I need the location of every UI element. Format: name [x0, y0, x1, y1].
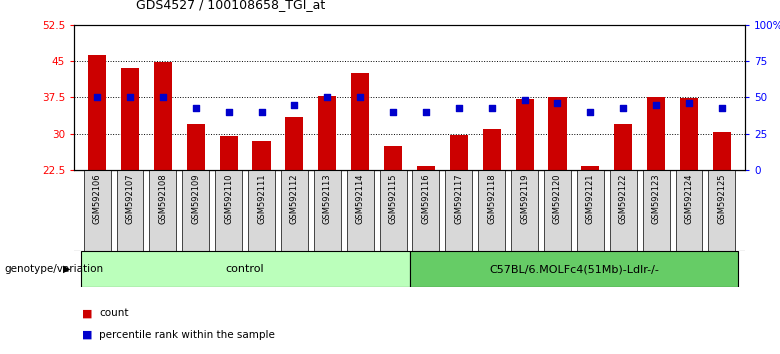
Bar — [248, 170, 275, 251]
Bar — [80, 251, 410, 287]
Bar — [643, 170, 669, 251]
Bar — [544, 170, 571, 251]
Bar — [713, 132, 731, 170]
Point — [222, 109, 235, 115]
Text: GSM592121: GSM592121 — [586, 173, 595, 224]
Text: GSM592107: GSM592107 — [126, 173, 134, 224]
Point — [519, 97, 531, 103]
Bar — [83, 170, 111, 251]
Bar — [483, 129, 501, 170]
Point — [551, 100, 564, 106]
Text: ■: ■ — [82, 330, 92, 339]
Text: GSM592111: GSM592111 — [257, 173, 266, 224]
Text: ■: ■ — [82, 308, 92, 318]
Point — [157, 95, 169, 100]
Text: GSM592120: GSM592120 — [553, 173, 562, 224]
Point — [124, 95, 136, 100]
Bar — [445, 170, 473, 251]
Bar — [511, 170, 538, 251]
Point — [321, 95, 334, 100]
Text: count: count — [99, 308, 129, 318]
Bar — [88, 55, 106, 170]
Bar — [351, 73, 369, 170]
Bar — [577, 170, 604, 251]
Bar — [610, 170, 636, 251]
Bar — [548, 97, 566, 170]
Bar — [380, 170, 406, 251]
Text: GSM592113: GSM592113 — [323, 173, 331, 224]
Text: GSM592125: GSM592125 — [718, 173, 726, 224]
Point — [617, 105, 629, 110]
Point — [190, 105, 202, 110]
Point — [387, 109, 399, 115]
Text: control: control — [225, 264, 264, 274]
Bar — [478, 170, 505, 251]
Text: GSM592109: GSM592109 — [191, 173, 200, 224]
Bar — [647, 97, 665, 170]
Point — [485, 105, 498, 110]
Bar — [186, 124, 205, 170]
Bar — [384, 146, 402, 170]
Text: GDS4527 / 100108658_TGI_at: GDS4527 / 100108658_TGI_at — [136, 0, 326, 11]
Bar — [413, 170, 439, 251]
Bar — [680, 98, 698, 170]
Bar — [121, 68, 139, 170]
Bar — [614, 124, 633, 170]
Bar — [318, 96, 336, 170]
Text: GSM592117: GSM592117 — [454, 173, 463, 224]
Text: GSM592114: GSM592114 — [356, 173, 365, 224]
Bar — [220, 136, 238, 170]
Bar — [581, 166, 599, 170]
Text: C57BL/6.MOLFc4(51Mb)-Ldlr-/-: C57BL/6.MOLFc4(51Mb)-Ldlr-/- — [489, 264, 659, 274]
Bar — [516, 99, 534, 170]
Point — [354, 95, 367, 100]
Text: GSM592106: GSM592106 — [93, 173, 101, 224]
Point — [288, 102, 300, 108]
Bar — [346, 170, 374, 251]
Point — [420, 109, 432, 115]
Text: GSM592108: GSM592108 — [158, 173, 168, 224]
Text: GSM592119: GSM592119 — [520, 173, 529, 224]
Bar — [281, 170, 308, 251]
Point — [452, 105, 465, 110]
Text: GSM592124: GSM592124 — [685, 173, 693, 224]
Text: GSM592112: GSM592112 — [290, 173, 299, 224]
Point — [650, 102, 662, 108]
Bar — [285, 117, 303, 170]
Text: GSM592110: GSM592110 — [224, 173, 233, 224]
Text: GSM592116: GSM592116 — [421, 173, 431, 224]
Point — [584, 109, 597, 115]
Text: ▶: ▶ — [62, 264, 70, 274]
Bar — [150, 170, 176, 251]
Bar — [215, 170, 242, 251]
Text: percentile rank within the sample: percentile rank within the sample — [99, 330, 275, 339]
Point — [255, 109, 268, 115]
Text: genotype/variation: genotype/variation — [4, 264, 103, 274]
Bar — [708, 170, 736, 251]
Bar — [116, 170, 144, 251]
Text: GSM592123: GSM592123 — [651, 173, 661, 224]
Text: GSM592122: GSM592122 — [619, 173, 628, 224]
Bar — [410, 251, 739, 287]
Bar — [417, 166, 435, 170]
Bar — [154, 62, 172, 170]
Bar — [450, 135, 468, 170]
Text: GSM592118: GSM592118 — [488, 173, 496, 224]
Bar — [253, 141, 271, 170]
Bar — [314, 170, 341, 251]
Point — [682, 100, 695, 106]
Text: GSM592115: GSM592115 — [388, 173, 398, 224]
Bar — [675, 170, 703, 251]
Point — [91, 95, 104, 100]
Point — [715, 105, 728, 110]
Bar — [183, 170, 209, 251]
